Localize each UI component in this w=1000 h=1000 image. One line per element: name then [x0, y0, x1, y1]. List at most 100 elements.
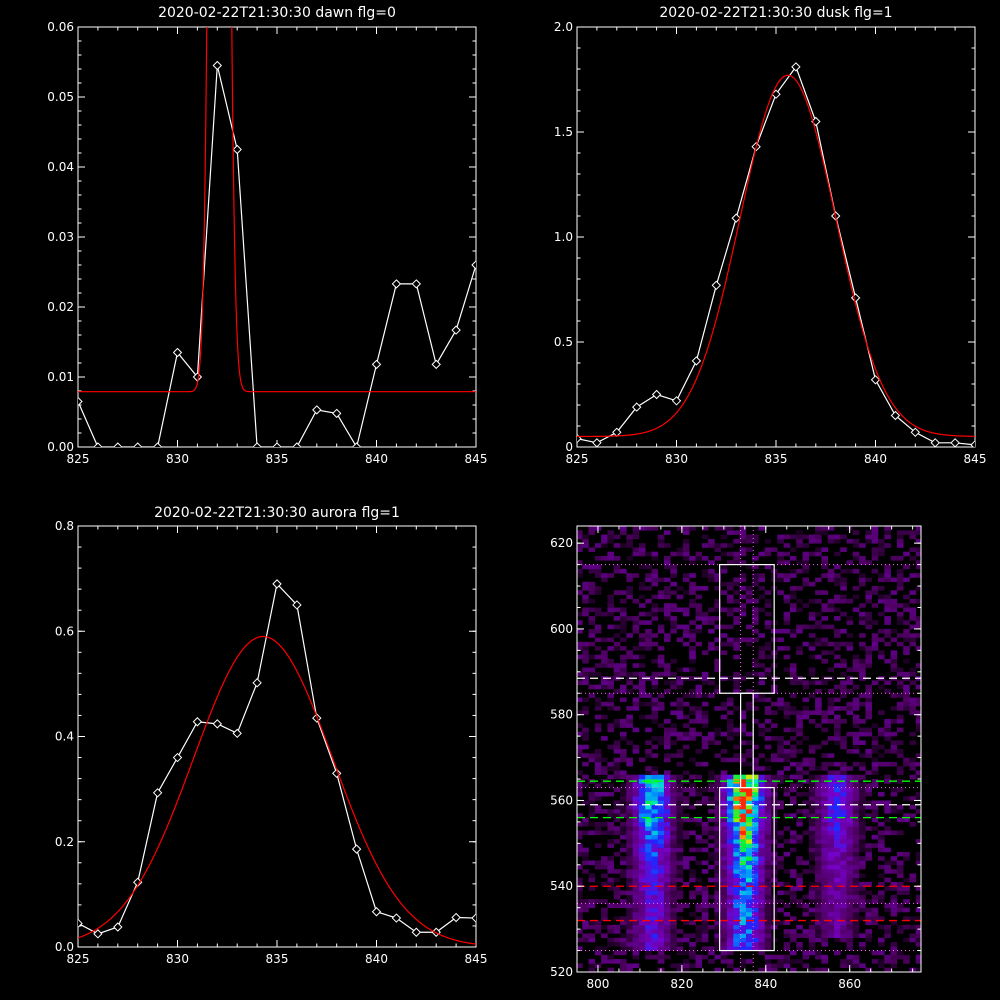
heatmap-cell — [783, 749, 791, 754]
heatmap-cell — [657, 899, 665, 904]
heatmap-cell — [821, 607, 828, 613]
heatmap-cell — [789, 839, 797, 844]
heatmap-cell — [840, 796, 847, 801]
heatmap-cell — [670, 753, 677, 758]
heatmap-cell — [670, 680, 677, 685]
dusk-x-tick-label: 835 — [765, 452, 788, 466]
heatmap-cell — [620, 916, 627, 921]
heatmap-cell — [582, 774, 589, 780]
heatmap-cell — [657, 628, 665, 634]
heatmap-cell — [651, 556, 659, 561]
heatmap-cell — [739, 907, 747, 913]
heatmap-cell — [846, 959, 854, 964]
heatmap-cell — [852, 954, 860, 960]
heatmap-cell — [808, 899, 816, 904]
heatmap-cell — [607, 701, 614, 707]
heatmap-cell — [758, 929, 765, 934]
heatmap-cell — [909, 877, 917, 883]
heatmap-cell — [601, 611, 608, 617]
dusk-data-point — [950, 438, 960, 447]
heatmap-cell — [613, 663, 621, 668]
heatmap-cell — [638, 564, 646, 570]
heatmap-cell — [657, 950, 665, 956]
heatmap-cell — [613, 950, 621, 956]
heatmap-cell — [871, 800, 879, 806]
heatmap-cell — [789, 937, 797, 943]
heatmap-cell — [764, 800, 772, 806]
heatmap-cell — [638, 787, 646, 793]
heatmap-cell — [852, 830, 860, 836]
heatmap-cell — [577, 912, 583, 917]
heatmap-cell — [871, 779, 879, 784]
heatmap-cell — [758, 834, 765, 840]
heatmap-cell — [777, 881, 784, 887]
heatmap-cell — [783, 654, 791, 660]
heatmap-cell — [701, 869, 709, 874]
heatmap-cell — [607, 706, 614, 711]
heatmap-cell — [588, 628, 596, 634]
heatmap-cell — [783, 791, 791, 797]
heatmap-cell — [884, 641, 891, 647]
heatmap-cell — [620, 791, 627, 797]
heatmap-cell — [745, 946, 753, 951]
heatmap-cell — [821, 791, 828, 797]
heatmap-cell — [657, 946, 665, 951]
heatmap-cell — [689, 658, 696, 664]
heatmap-cell — [758, 671, 765, 677]
heatmap-cell — [613, 924, 621, 930]
heatmap-cell — [714, 667, 721, 673]
heatmap-cell — [821, 890, 828, 896]
heatmap-cell — [789, 603, 797, 608]
heatmap-cell — [789, 774, 797, 780]
heatmap-cell — [638, 817, 646, 823]
heatmap-cell — [613, 894, 621, 900]
heatmap-cell — [890, 706, 898, 711]
heatmap-cell — [808, 791, 816, 797]
heatmap-cell — [846, 924, 854, 930]
heatmap-cell — [834, 719, 841, 724]
heatmap-cell — [764, 757, 772, 763]
heatmap-cell — [651, 942, 659, 947]
heatmap-cell — [645, 873, 652, 878]
heatmap-cell — [664, 616, 671, 621]
dawn-data-point — [232, 144, 242, 155]
heatmap-cell — [745, 903, 753, 908]
heatmap-cell — [638, 551, 646, 557]
heatmap-cell — [834, 577, 841, 583]
heatmap-cell — [878, 744, 885, 750]
heatmap-cell — [632, 847, 640, 853]
heatmap-cell — [651, 710, 659, 715]
heatmap-cell — [733, 912, 740, 917]
heatmap-cell — [657, 624, 665, 630]
heatmap-cell — [664, 847, 671, 853]
heatmap-cell — [840, 813, 847, 818]
heatmap-cell — [834, 817, 841, 823]
heatmap-cell — [670, 616, 677, 621]
heatmap-cell — [745, 590, 753, 595]
heatmap-cell — [865, 598, 872, 604]
heatmap-cell — [613, 959, 621, 964]
heatmap-cell — [896, 860, 904, 866]
heatmap-cell — [727, 873, 734, 878]
heatmap-cell — [871, 749, 879, 754]
heatmap-cell — [752, 689, 759, 694]
dusk-data-point — [631, 402, 642, 412]
heatmap-cell — [903, 706, 910, 711]
heatmap-cell — [582, 933, 589, 938]
heatmap-cell — [645, 791, 652, 797]
heatmap-cell — [846, 817, 854, 823]
heatmap-cell — [664, 611, 671, 617]
heatmap-cell — [638, 946, 646, 951]
heatmap-cell — [796, 809, 803, 814]
heatmap-cell — [682, 787, 690, 793]
heatmap-cell — [689, 727, 696, 733]
heatmap-cell — [670, 946, 677, 951]
heatmap-cell — [720, 912, 728, 917]
heatmap-cell — [777, 963, 784, 968]
heatmap-cell — [884, 929, 891, 934]
heatmap-cell — [582, 907, 589, 913]
heatmap-cell — [607, 843, 614, 848]
heatmap-cell — [789, 594, 797, 600]
heatmap-cell — [594, 843, 602, 848]
heatmap-cell — [645, 809, 652, 814]
